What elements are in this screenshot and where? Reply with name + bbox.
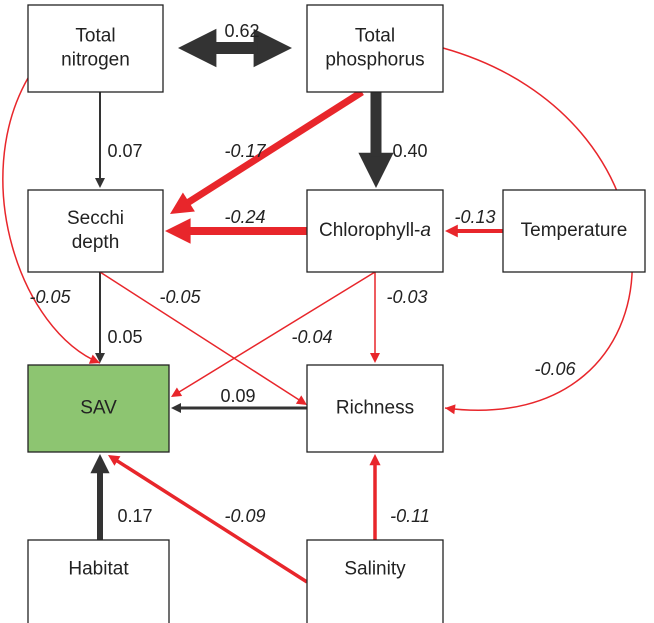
node-label: Total phosphorus: [325, 26, 424, 71]
edge-label: 0.40: [392, 141, 427, 161]
node-label-line: SAV: [80, 398, 117, 419]
arrow-head: [90, 454, 110, 474]
edge-curve: [2, 77, 101, 364]
arrow-head: [95, 178, 105, 188]
node-label-line: Temperature: [521, 220, 628, 241]
node-label-line: depth: [72, 232, 120, 253]
node-label-italic: a: [420, 220, 431, 241]
node-label-line: phosphorus: [325, 50, 424, 71]
arrow-head: [171, 403, 181, 413]
node-box: [306, 364, 444, 453]
edge-label: -0.24: [224, 207, 265, 227]
node-label: Secchi depth: [67, 208, 124, 253]
node-label-line: Total: [355, 26, 395, 47]
node-box: [27, 364, 170, 453]
edge-label: -0.04: [291, 327, 332, 347]
node-label: Salinity: [344, 559, 406, 580]
edge-label: 0.09: [220, 386, 255, 406]
node-label-line: Salinity: [344, 559, 406, 580]
node-label-line: Habitat: [68, 559, 129, 580]
edge-label: 0.05: [107, 327, 142, 347]
node-label: Chlorophyll-a: [319, 220, 431, 241]
node-label: Total nitrogen: [61, 26, 130, 71]
arrow-head: [295, 395, 307, 405]
edge: [115, 458, 308, 584]
arrow-head: [108, 455, 121, 466]
node-box: [27, 4, 164, 93]
node-label: Temperature: [521, 220, 628, 241]
arrow-head: [88, 354, 100, 364]
node-box: [27, 189, 164, 273]
edge-label: -0.05: [29, 287, 71, 307]
edge: [99, 271, 300, 401]
edge-label: -0.03: [386, 287, 427, 307]
node-label-line: Chlorophyll-: [319, 220, 420, 241]
edge-label: -0.06: [534, 359, 576, 379]
node-label: SAV: [80, 398, 117, 419]
arrow-head: [171, 387, 183, 397]
edge-label: -0.05: [159, 287, 201, 307]
edge-label: 0.62: [224, 21, 259, 41]
edge-label: -0.11: [390, 506, 430, 526]
edge-label: 0.07: [107, 141, 142, 161]
node-box: [502, 189, 646, 273]
arrow-head: [370, 353, 380, 363]
arrow-head: [445, 224, 458, 238]
arrow-head: [170, 192, 195, 214]
node-label: Habitat: [68, 559, 129, 580]
node-box: [306, 539, 444, 623]
edge-label: -0.13: [454, 207, 495, 227]
edge-label: -0.09: [224, 506, 265, 526]
node-label: Richness: [336, 398, 414, 419]
node-label-line: Total: [75, 26, 115, 47]
arrow-head: [165, 218, 191, 244]
node-box: [27, 539, 170, 623]
arrow-head: [445, 404, 456, 415]
node-label-line: Richness: [336, 398, 414, 419]
edge-label: 0.17: [117, 506, 152, 526]
edge-label: -0.17: [224, 141, 266, 161]
arrow-head: [95, 353, 105, 363]
node-label-line: nitrogen: [61, 50, 130, 71]
arrow-head: [253, 28, 292, 68]
node-label-line: Secchi: [67, 208, 124, 229]
edge: [185, 89, 364, 207]
arrow-head: [178, 28, 217, 68]
edge: [178, 271, 376, 393]
arrow-head: [358, 152, 394, 188]
node-box: [306, 4, 444, 93]
arrow-head: [369, 454, 381, 466]
node-box: [306, 189, 444, 273]
